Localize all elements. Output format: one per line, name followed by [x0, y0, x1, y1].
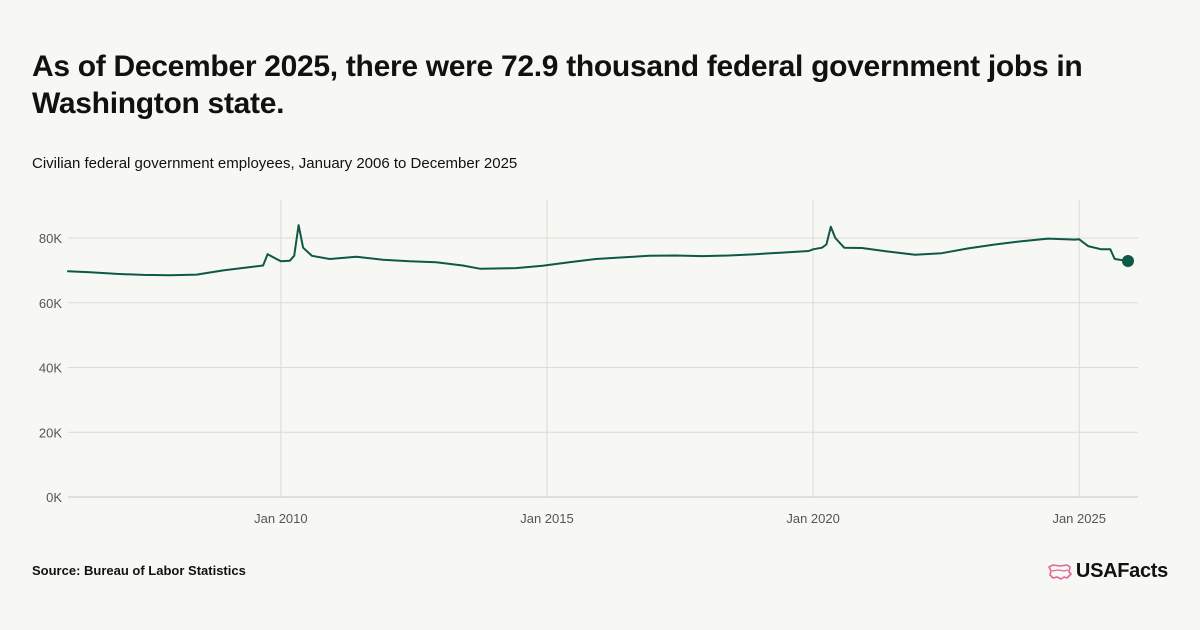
y-axis-tick-labels: 0K 20K 40K 60K 80K: [39, 231, 62, 505]
source-note: Source: Bureau of Labor Statistics: [32, 563, 246, 578]
x-tick-label: Jan 2015: [520, 511, 574, 526]
series-line: [67, 224, 1129, 277]
chart-subtitle: Civilian federal government employees, J…: [32, 155, 518, 172]
brand-name: USAFacts: [1075, 560, 1168, 582]
us-map-icon: [1048, 563, 1072, 580]
y-tick-label: 20K: [39, 425, 62, 440]
x-tick-label: Jan 2010: [254, 511, 308, 526]
y-tick-label: 60K: [39, 296, 62, 311]
chart-title: As of December 2025, there were 72.9 tho…: [32, 50, 1083, 120]
y-tick-label: 40K: [39, 361, 62, 376]
x-axis-tick-labels: Jan 2010 Jan 2015 Jan 2020 Jan 2025: [254, 511, 1106, 526]
brand-logo[interactable]: USAFacts: [1048, 560, 1168, 583]
y-tick-label: 80K: [39, 231, 62, 246]
x-tick-label: Jan 2020: [786, 511, 840, 526]
x-tick-label: Jan 2025: [1052, 511, 1106, 526]
y-tick-label: 0K: [46, 490, 62, 505]
grid-lines: [68, 200, 1138, 498]
last-point-marker: [1122, 254, 1134, 267]
series-group: [67, 224, 1134, 277]
